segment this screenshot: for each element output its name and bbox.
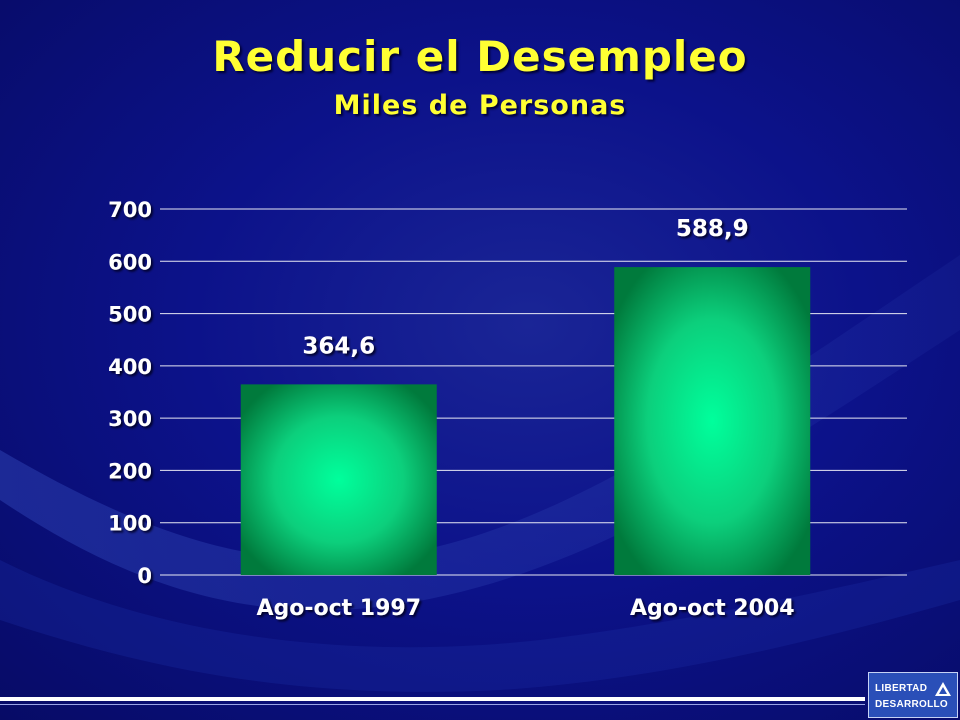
y-tick-label: 200 [108,459,152,483]
y-tick-label: 100 [108,512,152,536]
logo-line-1: LIBERTAD [875,683,928,694]
bar [240,384,437,575]
chart-title: Reducir el Desempleo [212,32,748,81]
y-tick-label: 300 [108,407,152,431]
y-tick-label: 500 [108,303,152,327]
x-tick-label: Ago-oct 1997 [256,596,421,621]
y-tick-label: 0 [137,564,152,588]
logo-line-2: DESARROLLO [875,699,948,710]
bar [614,267,811,575]
y-tick-label: 400 [108,355,152,379]
libertad-desarrollo-logo: LIBERTAD DESARROLLO [868,672,958,718]
y-tick-label: 700 [108,198,152,222]
bar-data-label: 588,9 [676,216,749,242]
bottom-rule-thin [0,704,865,705]
bar-data-label: 364,6 [302,333,375,359]
chart-subtitle: Miles de Personas [333,90,627,121]
x-tick-label: Ago-oct 2004 [630,596,795,621]
y-tick-label: 600 [108,250,152,274]
triangle-icon [935,682,951,696]
bottom-rule [0,697,865,701]
